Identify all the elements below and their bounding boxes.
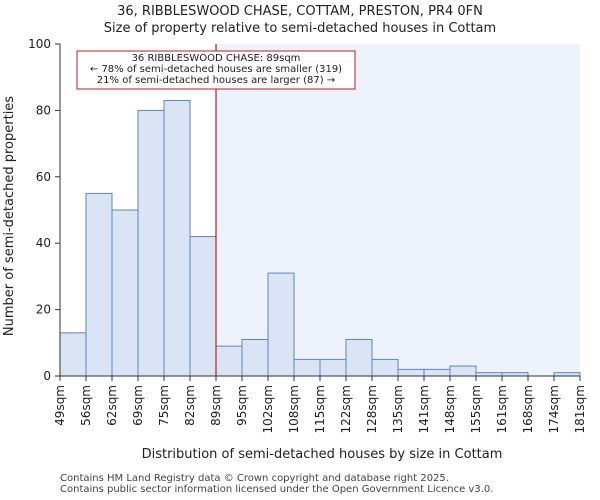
annotation-border <box>76 50 356 90</box>
bar-69sqm <box>137 109 165 377</box>
x-tick-label: 155sqm <box>469 385 483 433</box>
x-tick-label: 108sqm <box>287 385 301 433</box>
x-tick-label: 75sqm <box>157 385 171 426</box>
bar-89sqm <box>215 345 243 377</box>
bar-95sqm <box>241 338 269 377</box>
x-axis-label: Distribution of semi-detached houses by … <box>142 447 503 462</box>
bar-122sqm <box>345 338 373 377</box>
x-tick-label: 128sqm <box>365 385 379 433</box>
bar-49sqm <box>59 332 87 377</box>
x-tick-label: 89sqm <box>209 385 223 426</box>
x-tick-label: 62sqm <box>105 385 119 426</box>
x-tick-label: 122sqm <box>339 385 353 433</box>
x-tick-label: 161sqm <box>495 385 509 433</box>
chart-title: 36, RIBBLESWOOD CHASE, COTTAM, PRESTON, … <box>117 4 483 19</box>
x-ticks: 49sqm 56sqm 62sqm 69sqm 75sqm 82sqm 89sqm 95sqm… <box>53 376 587 433</box>
bar-82sqm <box>189 236 217 377</box>
x-tick-label: 49sqm <box>53 385 67 426</box>
x-tick-label: 174sqm <box>547 385 561 433</box>
x-tick-label: 82sqm <box>183 385 197 426</box>
x-tick-label: 141sqm <box>417 385 431 433</box>
x-tick-label: 181sqm <box>573 385 587 433</box>
y-tick-label: 0 <box>43 369 51 383</box>
y-tick-label: 60 <box>36 170 51 184</box>
x-tick-label: 115sqm <box>313 385 327 433</box>
x-tick-label: 102sqm <box>261 385 275 433</box>
bar-62sqm <box>111 209 139 377</box>
x-tick-label: 56sqm <box>79 385 93 426</box>
x-tick-label: 69sqm <box>131 385 145 426</box>
bar-141sqm <box>423 368 451 377</box>
footer-line-2: Contains public sector information licen… <box>60 484 494 495</box>
bar-102sqm <box>267 272 295 377</box>
chart-subtitle: Size of property relative to semi-detach… <box>104 21 496 36</box>
x-tick-label: 95sqm <box>235 385 249 426</box>
annotation-line-2: ← 78% of semi-detached houses are smalle… <box>90 64 342 75</box>
bar-75sqm <box>163 99 191 377</box>
x-tick-label: 148sqm <box>443 385 457 433</box>
x-tick-label: 135sqm <box>391 385 405 433</box>
bar-135sqm <box>397 368 425 377</box>
x-tick-label: 168sqm <box>521 385 535 433</box>
bar-128sqm <box>371 358 399 377</box>
y-tick-label: 80 <box>36 103 51 117</box>
annotation-box: 36 RIBBLESWOOD CHASE: 89sqm ← 78% of sem… <box>76 50 356 90</box>
bar-108sqm <box>293 358 321 377</box>
y-axis-label: Number of semi-detached properties <box>2 96 17 336</box>
bar-115sqm <box>319 358 347 377</box>
footer-line-1: Contains HM Land Registry data © Crown c… <box>60 473 449 484</box>
bar-56sqm <box>85 192 113 377</box>
y-tick-label: 20 <box>36 303 51 317</box>
annotation-line-3: 21% of semi-detached houses are larger (… <box>97 75 335 86</box>
bar-148sqm <box>449 365 477 377</box>
y-tick-label: 100 <box>28 37 51 51</box>
annotation-line-1: 36 RIBBLESWOOD CHASE: 89sqm <box>132 53 301 64</box>
y-ticks: 0 20 40 60 80 100 <box>28 37 60 383</box>
bars <box>59 99 581 377</box>
y-tick-label: 40 <box>36 236 51 250</box>
